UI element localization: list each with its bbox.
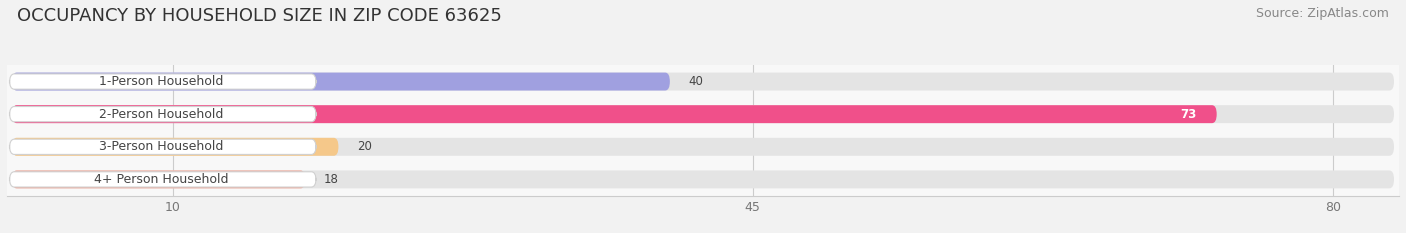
FancyBboxPatch shape (13, 105, 1393, 123)
FancyBboxPatch shape (10, 74, 316, 89)
FancyBboxPatch shape (13, 105, 1216, 123)
FancyBboxPatch shape (7, 130, 1399, 163)
Text: 4+ Person Household: 4+ Person Household (94, 173, 228, 186)
FancyBboxPatch shape (13, 138, 1393, 156)
Text: 20: 20 (357, 140, 371, 153)
Text: 3-Person Household: 3-Person Household (98, 140, 224, 153)
FancyBboxPatch shape (13, 138, 339, 156)
FancyBboxPatch shape (10, 139, 316, 154)
FancyBboxPatch shape (13, 73, 669, 90)
FancyBboxPatch shape (7, 98, 1399, 130)
Text: 18: 18 (323, 173, 339, 186)
FancyBboxPatch shape (13, 171, 1393, 188)
Text: 1-Person Household: 1-Person Household (98, 75, 224, 88)
Text: 40: 40 (688, 75, 703, 88)
Text: 2-Person Household: 2-Person Household (98, 108, 224, 121)
FancyBboxPatch shape (7, 163, 1399, 196)
FancyBboxPatch shape (13, 73, 1393, 90)
Text: OCCUPANCY BY HOUSEHOLD SIZE IN ZIP CODE 63625: OCCUPANCY BY HOUSEHOLD SIZE IN ZIP CODE … (17, 7, 502, 25)
FancyBboxPatch shape (13, 171, 305, 188)
Text: 73: 73 (1181, 108, 1197, 121)
FancyBboxPatch shape (10, 172, 316, 187)
FancyBboxPatch shape (10, 106, 316, 122)
Text: Source: ZipAtlas.com: Source: ZipAtlas.com (1256, 7, 1389, 20)
FancyBboxPatch shape (7, 65, 1399, 98)
